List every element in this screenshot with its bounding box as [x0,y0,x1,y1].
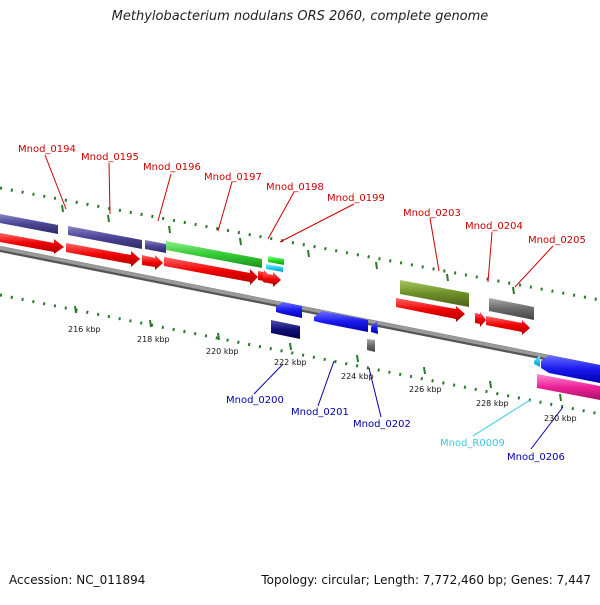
gene-block-0198[interactable] [268,256,284,265]
lower-leader-lines [253,360,564,450]
upper-tick-track [0,186,600,302]
gene-block-0194[interactable] [0,214,58,234]
cds-block-0200[interactable] [271,320,300,339]
cds-arrow[interactable] [66,243,140,267]
gene-label[interactable]: Mnod_0202 [353,419,411,430]
gene-label[interactable]: Mnod_0197 [204,172,262,183]
reverse-cds-track [271,302,600,400]
page-title: Methylobacterium nodulans ORS 2060, comp… [111,9,489,24]
gene-block-0199[interactable] [266,264,283,272]
gene-block-0195[interactable] [68,226,142,249]
gene-label[interactable]: Mnod_0206 [507,452,565,463]
ruler-label: 218 kbp [137,335,170,344]
gene-label[interactable]: Mnod_0199 [327,193,385,204]
cds-arrow[interactable] [164,257,258,285]
cds-block-0202[interactable] [367,339,375,352]
upper-major-ticks [61,204,515,295]
gene-label[interactable]: Mnod_0204 [465,221,523,232]
forward-cds-track [0,233,530,335]
upper-feature-track [0,214,534,320]
cds-arrow[interactable] [475,312,486,327]
upper-gene-labels: Mnod_0194 Mnod_0195 Mnod_0196 Mnod_0197 … [18,144,586,246]
rna-R0009[interactable] [534,355,540,367]
upper-leader-lines [44,154,554,288]
cds-arrow-0201[interactable] [314,311,368,332]
gene-label[interactable]: Mnod_0194 [18,144,76,155]
ruler-label: 220 kbp [206,347,239,356]
gene-block-0197[interactable] [166,241,262,268]
ruler-label: 222 kbp [274,358,307,367]
gene-label[interactable]: Mnod_0198 [266,182,324,193]
ruler-label: 228 kbp [476,399,509,408]
cds-arrow[interactable] [142,255,163,270]
cds-arrow-0206[interactable] [541,355,600,383]
lower-major-ticks [74,305,562,402]
gene-label-rna[interactable]: Mnod_R0009 [440,438,505,449]
gene-label[interactable]: Mnod_0195 [81,152,139,163]
ruler-label: 230 kbp [544,414,577,423]
gene-label[interactable]: Mnod_0203 [403,208,461,219]
ruler-label: 216 kbp [68,325,101,334]
gene-label[interactable]: Mnod_0205 [528,235,586,246]
gene-label[interactable]: Mnod_0201 [291,407,349,418]
cds-arrow-0202[interactable] [371,321,378,334]
gene-block-0204[interactable] [489,298,534,320]
cds-block-0206[interactable] [537,374,600,400]
cds-arrow-0200a[interactable] [276,302,302,318]
cds-arrow[interactable] [0,233,64,254]
accession-text: Accession: NC_011894 [9,573,146,587]
cds-arrow[interactable] [263,272,281,287]
cds-arrow[interactable] [486,316,530,335]
gene-block-0196[interactable] [145,240,166,253]
cds-arrow[interactable] [396,298,465,322]
gene-block-0203[interactable] [400,280,469,307]
rna-leader-line [472,399,531,437]
gene-label[interactable]: Mnod_0196 [143,162,201,173]
ruler-labels: 216 kbp 218 kbp 220 kbp 222 kbp 224 kbp … [68,325,577,423]
ruler-label: 224 kbp [341,372,374,381]
genome-summary-text: Topology: circular; Length: 7,772,460 bp… [261,573,591,587]
gene-label[interactable]: Mnod_0200 [226,395,284,406]
lower-gene-labels: Mnod_0200 Mnod_0201 Mnod_0202 Mnod_R0009… [226,395,565,463]
ruler-label: 226 kbp [409,385,442,394]
